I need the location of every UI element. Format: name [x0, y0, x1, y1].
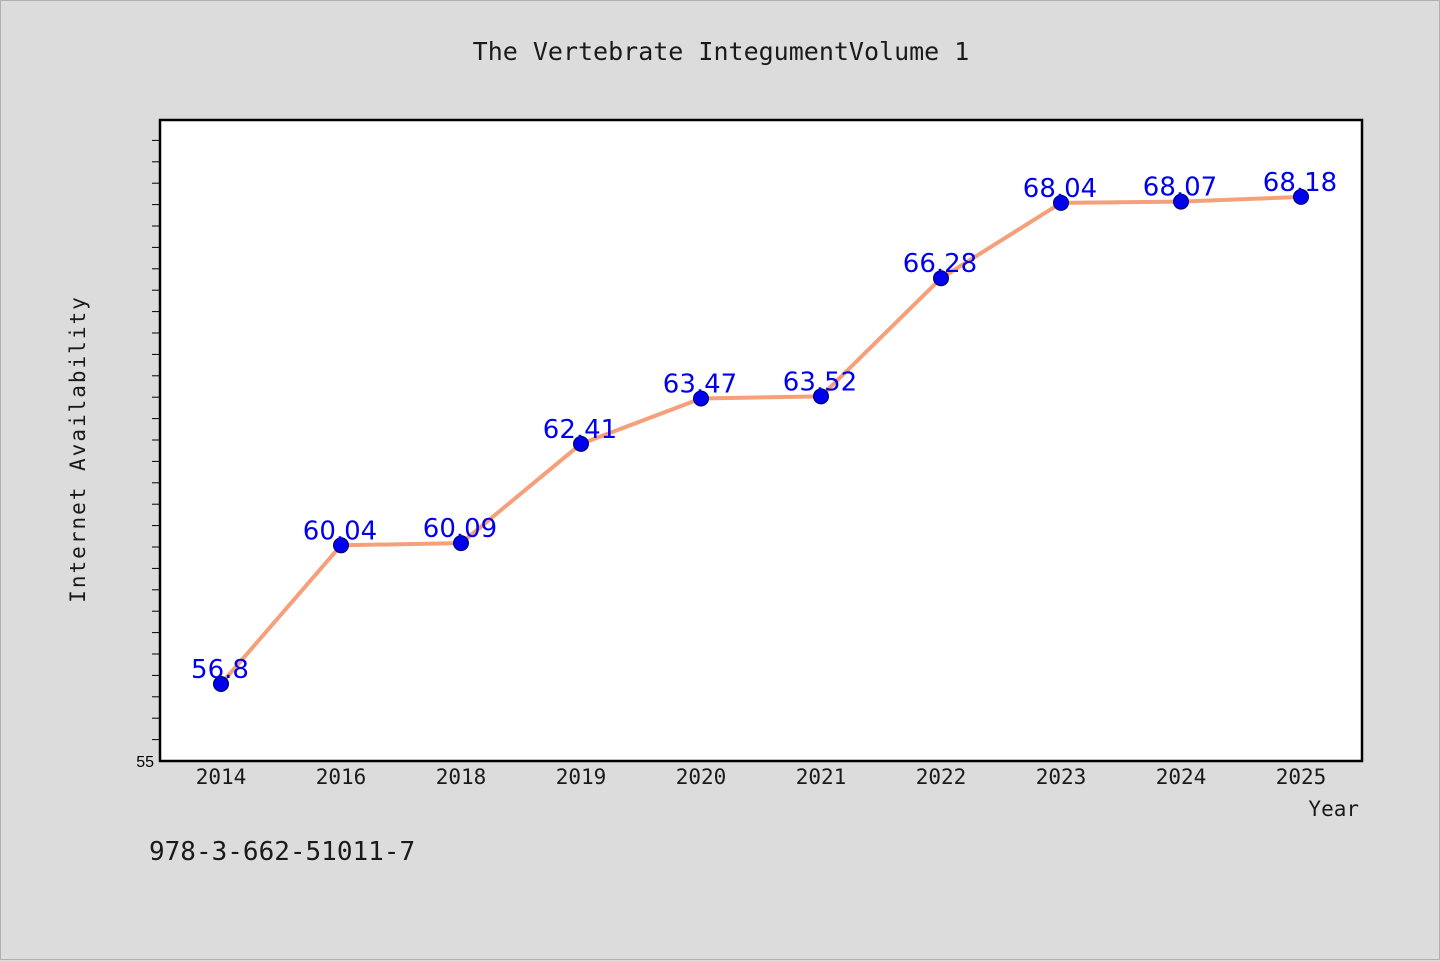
data-label: 56.8	[191, 655, 249, 685]
data-label: 68.18	[1263, 168, 1337, 198]
x-tick-label: 2024	[1156, 765, 1207, 789]
data-point	[453, 535, 469, 552]
x-tick-label: 2022	[916, 765, 967, 789]
x-tick-label: 2018	[436, 765, 487, 789]
data-point	[933, 270, 949, 287]
data-label: 63.52	[783, 367, 857, 397]
x-ticks: 2014 2016 2018 2019 2020 2021 2022 2023 2024 2025	[196, 765, 1327, 789]
data-point	[333, 537, 349, 554]
data-label: 66.28	[903, 249, 977, 279]
data-point	[1293, 188, 1309, 205]
x-tick-label: 2019	[556, 765, 607, 789]
chart-title: The Vertebrate IntegumentVolume 1	[472, 37, 970, 66]
data-label: 60.04	[303, 516, 377, 546]
isbn-text: 978-3-662-51011-7	[149, 837, 416, 867]
x-tick-label: 2021	[796, 765, 847, 789]
data-point	[213, 675, 229, 692]
data-label: 63.47	[663, 369, 737, 399]
x-tick-label: 2014	[196, 765, 247, 789]
x-axis-label: Year	[1308, 797, 1359, 821]
data-points	[213, 188, 1309, 692]
series-line	[219, 194, 1303, 686]
x-tick-label: 2025	[1276, 765, 1327, 789]
data-point	[1173, 193, 1189, 210]
x-tick-label: 2020	[676, 765, 727, 789]
y-tick-label: 55	[136, 754, 154, 771]
x-tick-label: 2016	[316, 765, 367, 789]
data-point	[1053, 194, 1069, 211]
data-label: 62.41	[543, 415, 617, 445]
data-label: 68.04	[1023, 174, 1097, 204]
data-label: 60.09	[423, 514, 497, 544]
data-point	[573, 435, 589, 452]
y-ticks: 55	[136, 139, 160, 771]
data-point	[813, 388, 829, 405]
data-point	[693, 390, 709, 407]
data-label: 68.07	[1143, 173, 1217, 203]
plot-frame	[158, 118, 1364, 763]
data-labels: 56.8 60.04 60.09 62.41 63.47 63.52 66.28 68.04 6…	[191, 168, 1337, 685]
x-tick-label: 2023	[1036, 765, 1087, 789]
